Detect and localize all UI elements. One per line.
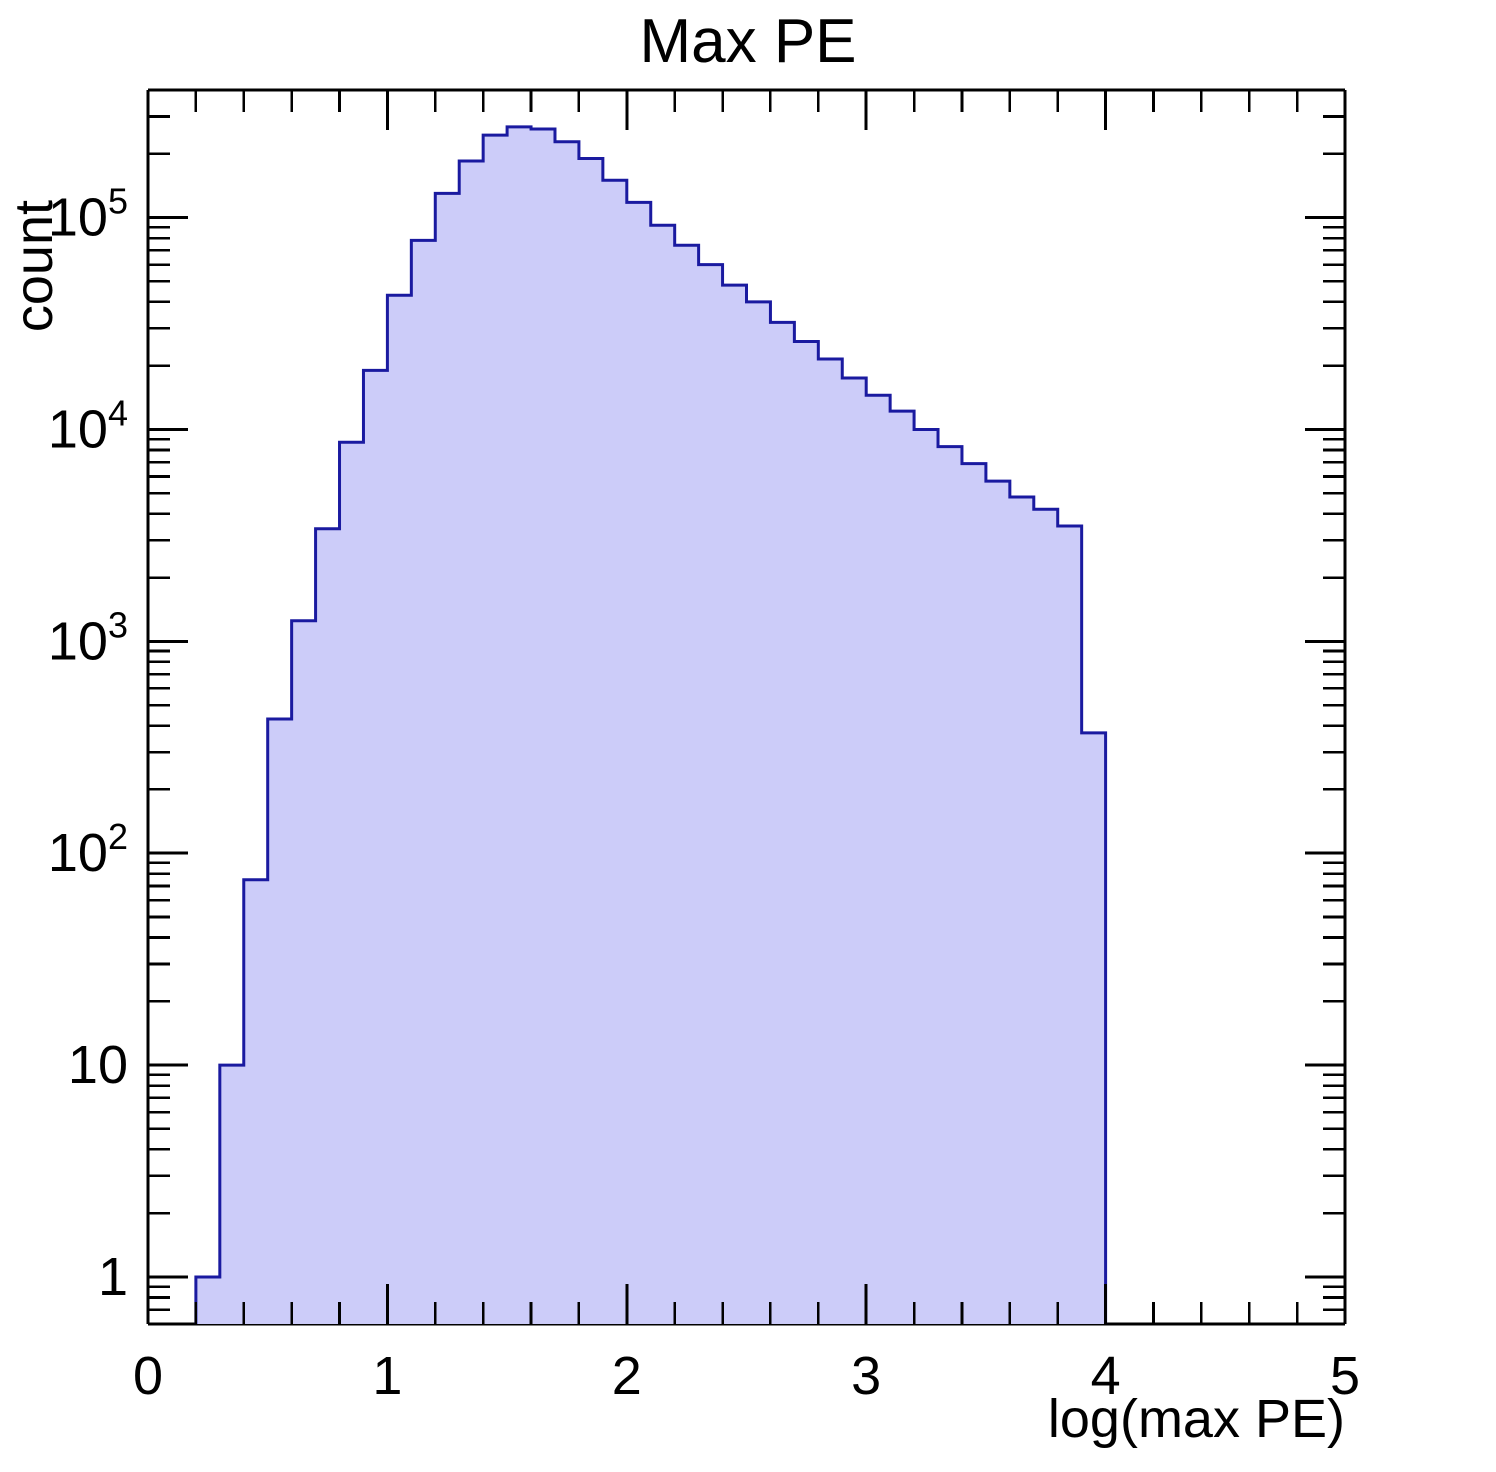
y-tick-exponent: 3 bbox=[108, 604, 128, 645]
x-axis-ticks bbox=[146, 90, 1347, 1324]
x-tick-label: 2 bbox=[612, 1346, 642, 1406]
x-tick-label: 5 bbox=[1330, 1346, 1360, 1406]
y-tick-exponent: 2 bbox=[108, 816, 128, 857]
x-tick-label: 4 bbox=[1091, 1346, 1121, 1406]
x-tick-label: 3 bbox=[851, 1346, 881, 1406]
histogram-series bbox=[194, 125, 1108, 1325]
x-axis-label: log(max PE) bbox=[1048, 1389, 1345, 1449]
y-tick-label: 10 bbox=[68, 1035, 128, 1095]
x-axis-tick-labels: 0 1 2 3 4 5 bbox=[133, 1346, 1360, 1406]
y-tick-label: 102 bbox=[48, 816, 128, 883]
y-tick-label: 1 bbox=[98, 1247, 128, 1307]
y-axis-label: count bbox=[4, 200, 64, 332]
y-tick-exponent: 4 bbox=[108, 392, 128, 433]
y-axis-ticks bbox=[148, 115, 1345, 1312]
y-axis-tick-labels: 1 10 102 103 104 105 bbox=[48, 181, 128, 1307]
y-tick-exponent: 5 bbox=[108, 181, 128, 222]
x-tick-label: 0 bbox=[133, 1346, 163, 1406]
y-tick-label: 104 bbox=[48, 392, 128, 459]
y-tick-label: 103 bbox=[48, 604, 128, 671]
y-tick-label: 105 bbox=[48, 181, 128, 248]
x-tick-label: 1 bbox=[372, 1346, 402, 1406]
page-title: Max PE bbox=[639, 7, 856, 76]
